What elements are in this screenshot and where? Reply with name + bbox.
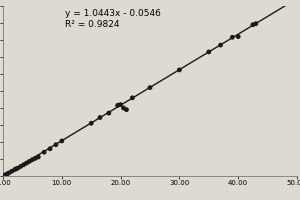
Point — [14, 167, 18, 170]
Point — [130, 96, 135, 99]
Point — [118, 103, 123, 106]
Point — [30, 158, 35, 161]
Point — [12, 168, 17, 171]
Point — [250, 23, 255, 26]
Point — [124, 108, 129, 111]
Point — [4, 173, 8, 176]
Point — [98, 116, 102, 119]
Point — [89, 122, 94, 125]
Point — [27, 160, 32, 163]
Text: y = 1.0443x - 0.0546
R² = 0.9824: y = 1.0443x - 0.0546 R² = 0.9824 — [65, 9, 160, 29]
Point — [115, 104, 120, 107]
Point — [33, 157, 38, 160]
Point — [206, 50, 211, 54]
Point — [21, 163, 26, 166]
Point — [36, 155, 41, 159]
Point — [9, 170, 14, 173]
Point — [230, 36, 235, 39]
Point — [48, 147, 52, 150]
Point — [15, 167, 20, 170]
Point — [5, 172, 10, 176]
Point — [2, 174, 7, 177]
Point — [236, 35, 241, 38]
Point — [7, 171, 11, 175]
Point — [53, 143, 58, 146]
Point — [177, 68, 182, 72]
Point — [218, 43, 223, 47]
Point — [254, 22, 258, 25]
Point — [24, 161, 29, 165]
Point — [2, 174, 7, 177]
Point — [42, 151, 46, 154]
Point — [121, 106, 126, 110]
Point — [148, 86, 152, 89]
Point — [106, 111, 111, 115]
Point — [18, 165, 23, 168]
Point — [59, 139, 64, 143]
